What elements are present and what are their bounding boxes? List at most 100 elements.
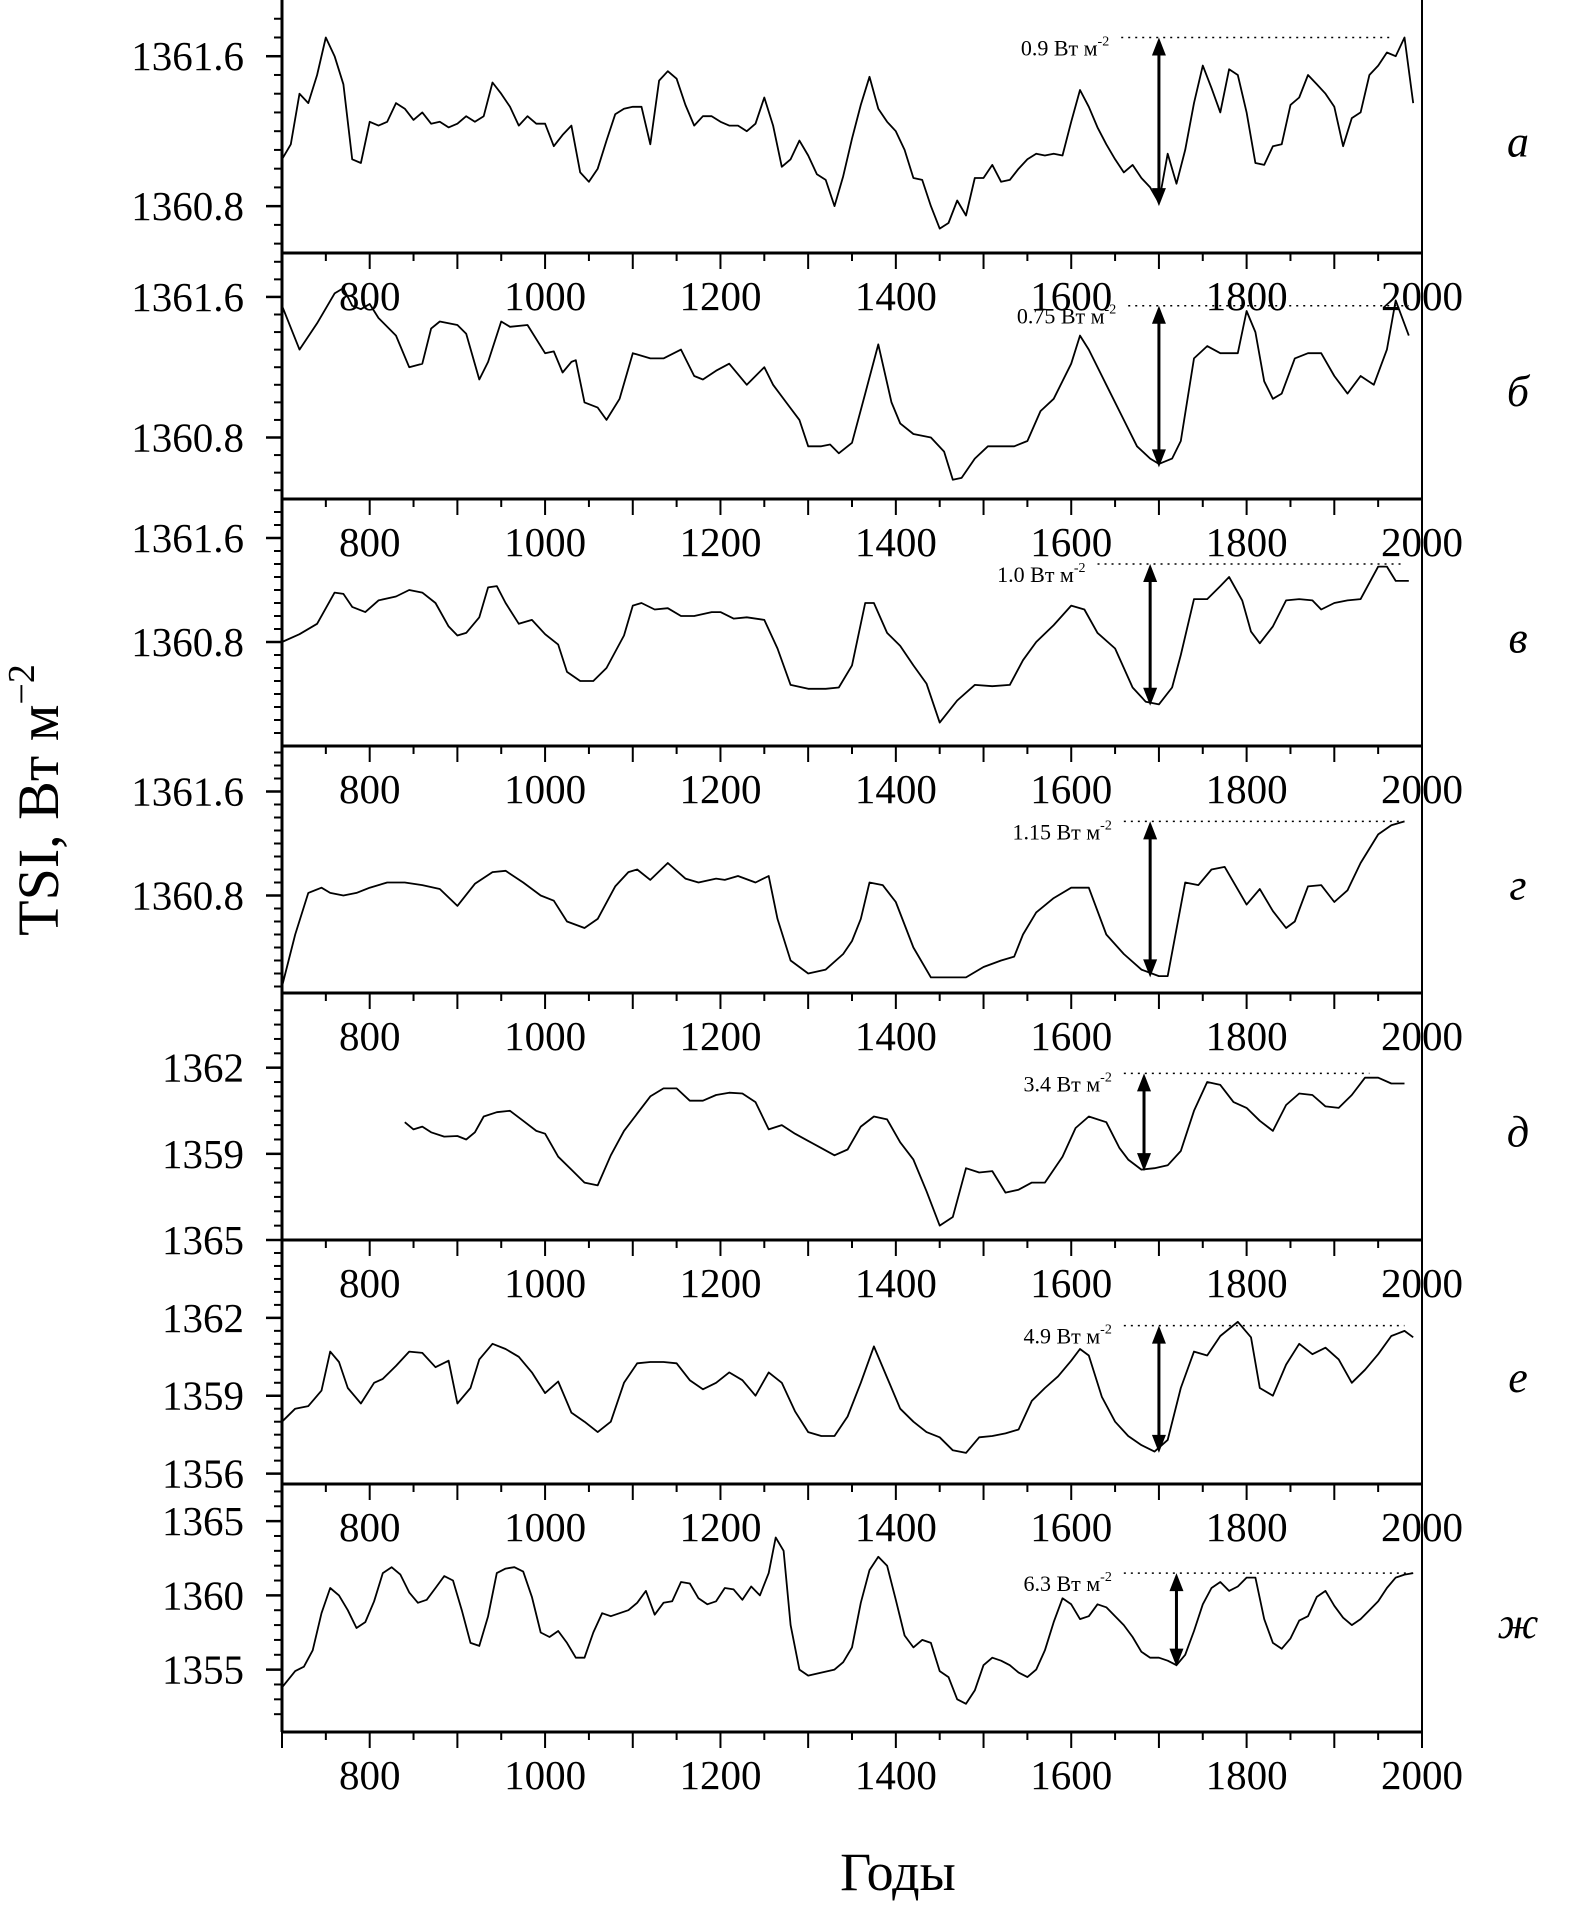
annotation-superscript: -2 (1098, 34, 1110, 49)
x-tick-label: 1600 (1030, 1260, 1112, 1306)
tsi-series-line (281, 1536, 1414, 1705)
x-tick-label: 1000 (504, 519, 586, 565)
annotation-superscript: -2 (1100, 1323, 1112, 1338)
annotation-value: 1.0 Вт м (997, 562, 1074, 587)
annotation-arrow-head-down (1151, 188, 1166, 207)
annotation-value: 4.9 Вт м (1023, 1324, 1100, 1349)
x-tick-label: 1400 (855, 1752, 937, 1798)
tsi-series-line (281, 565, 1409, 724)
x-tick-label: 1800 (1206, 519, 1288, 565)
annotation-arrow-head-down (1151, 1434, 1166, 1453)
y-tick-label: 1360.8 (131, 183, 244, 229)
y-tick-label: 1361.6 (131, 769, 244, 815)
annotation-value: 0.75 Вт м (1017, 304, 1105, 329)
x-tick-label: 1800 (1206, 1752, 1288, 1798)
x-tick-label: 1800 (1206, 1504, 1288, 1550)
x-tick-label: 1600 (1030, 766, 1112, 812)
annotation-label: 0.9 Вт м-2 (1021, 34, 1109, 60)
x-tick-label: 1400 (855, 766, 937, 812)
y-axis-title: TSI, Вт м−2 (1, 664, 71, 936)
annotation-arrow-head-down (1143, 959, 1158, 978)
panel-label: г (1509, 861, 1526, 910)
annotation-label: 1.0 Вт м-2 (997, 561, 1085, 587)
annotation-superscript: -2 (1074, 561, 1086, 576)
annotation-superscript: -2 (1100, 1570, 1112, 1585)
x-axis-title: Годы (840, 1842, 956, 1902)
y-tick-label: 1360 (162, 1572, 244, 1618)
chart-panels: 1360.8 1361.6 800 1000 1200 1400 1600 1800 2000 0… (131, 0, 1539, 1798)
x-tick-label: 800 (339, 1504, 401, 1550)
annotation-arrow-head-up (1143, 564, 1158, 582)
y-tick-label: 1359 (162, 1131, 244, 1177)
annotation-value: 6.3 Вт м (1023, 1571, 1100, 1596)
y-tick-label: 1362 (162, 1295, 244, 1341)
annotation-value: 0.9 Вт м (1021, 35, 1098, 60)
panel-7: 1355 1360 1365 800 1000 1200 1400 1600 1800 2000 6… (162, 1484, 1539, 1798)
x-tick-label: 2000 (1381, 1752, 1463, 1798)
annotation-label: 0.75 Вт м-2 (1017, 303, 1116, 329)
x-tick-label: 1400 (855, 519, 937, 565)
x-tick-label: 1200 (679, 1260, 761, 1306)
annotation-arrow-head-up (1143, 821, 1158, 840)
x-tick-label: 1000 (504, 1504, 586, 1550)
panel-label: ж (1498, 1599, 1539, 1648)
panel-label: б (1507, 367, 1531, 416)
annotation-superscript: -2 (1100, 818, 1112, 833)
annotation-arrow-head-up (1169, 1573, 1184, 1592)
x-tick-label: 800 (339, 1013, 401, 1059)
annotation-superscript: -2 (1105, 303, 1117, 318)
x-tick-label: 800 (339, 766, 401, 812)
panel-label: д (1507, 1108, 1529, 1157)
x-tick-label: 1800 (1206, 1260, 1288, 1306)
y-tick-label: 1361.6 (131, 33, 244, 79)
y-tick-label: 1360.8 (131, 415, 244, 461)
y-tick-label: 1362 (162, 1045, 244, 1091)
annotation-arrow-head-down (1151, 449, 1166, 468)
annotation-label: 6.3 Вт м-2 (1023, 1570, 1111, 1596)
y-tick-label: 1356 (162, 1451, 244, 1497)
y-tick-label: 1359 (162, 1373, 244, 1419)
x-tick-label: 1400 (855, 273, 937, 319)
x-tick-label: 1200 (679, 766, 761, 812)
x-tick-label: 1000 (504, 766, 586, 812)
tsi-series-line (281, 287, 1410, 481)
annotation-arrow-head-down (1169, 1648, 1184, 1667)
panel-label: е (1508, 1353, 1528, 1402)
annotation-arrow-head-up (1151, 305, 1166, 324)
y-tick-label: 1361.6 (131, 515, 244, 561)
y-tick-label: 1361.6 (131, 274, 244, 320)
annotation-value: 3.4 Вт м (1023, 1071, 1100, 1096)
x-tick-label: 1600 (1030, 273, 1112, 319)
annotation-arrow-head-down (1143, 687, 1158, 706)
x-tick-label: 1000 (504, 1752, 586, 1798)
x-tick-label: 800 (339, 273, 401, 319)
annotation-arrow-head-up (1151, 1325, 1166, 1344)
annotation-arrow-head-down (1137, 1153, 1152, 1172)
panel-label: в (1508, 614, 1527, 663)
x-tick-label: 1200 (679, 519, 761, 565)
tsi-series-line (281, 1320, 1414, 1454)
x-tick-label: 1800 (1206, 1013, 1288, 1059)
x-tick-label: 800 (339, 1260, 401, 1306)
annotation-label: 1.15 Вт м-2 (1012, 818, 1111, 844)
x-tick-label: 1200 (679, 1504, 761, 1550)
x-tick-label: 1200 (679, 273, 761, 319)
y-tick-label: 1360.8 (131, 619, 244, 665)
annotation-value: 1.15 Вт м (1012, 819, 1100, 844)
annotation-label: 3.4 Вт м-2 (1023, 1070, 1111, 1096)
y-tick-label: 1355 (162, 1647, 244, 1693)
x-tick-label: 1600 (1030, 1504, 1112, 1550)
annotation-arrow-head-up (1137, 1073, 1152, 1092)
x-tick-label: 1600 (1030, 1752, 1112, 1798)
x-tick-label: 1400 (855, 1260, 937, 1306)
x-tick-label: 800 (339, 519, 401, 565)
x-tick-label: 1000 (504, 1260, 586, 1306)
y-axis-title-main: TSI, Вт м (6, 705, 71, 936)
x-tick-label: 1400 (855, 1013, 937, 1059)
